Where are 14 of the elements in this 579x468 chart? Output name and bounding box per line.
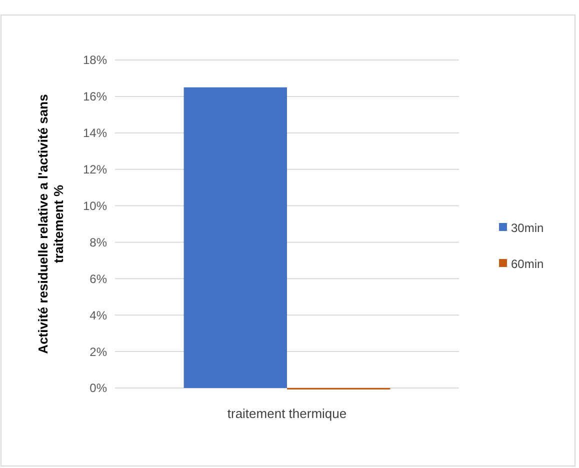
y-tick-label: 8% bbox=[90, 235, 108, 250]
y-tick-label: 10% bbox=[82, 198, 108, 213]
y-tick-label: 14% bbox=[82, 126, 108, 140]
y-tick-label: 0% bbox=[90, 381, 108, 396]
y-tick-label: 16% bbox=[82, 90, 108, 104]
y-axis-title: Activité residuelle relative a l'activité sans traitement % bbox=[35, 94, 66, 354]
x-tick-label: traitement thermique bbox=[227, 406, 347, 421]
legend-label: 60min bbox=[511, 257, 544, 272]
y-tick-label: 12% bbox=[82, 162, 108, 177]
legend-label: 30min bbox=[511, 221, 544, 236]
y-tick-label: 2% bbox=[90, 344, 108, 359]
y-tick-label: 6% bbox=[90, 272, 108, 286]
y-tick-label: 4% bbox=[90, 308, 108, 322]
y-tick-label: 18% bbox=[82, 53, 108, 68]
